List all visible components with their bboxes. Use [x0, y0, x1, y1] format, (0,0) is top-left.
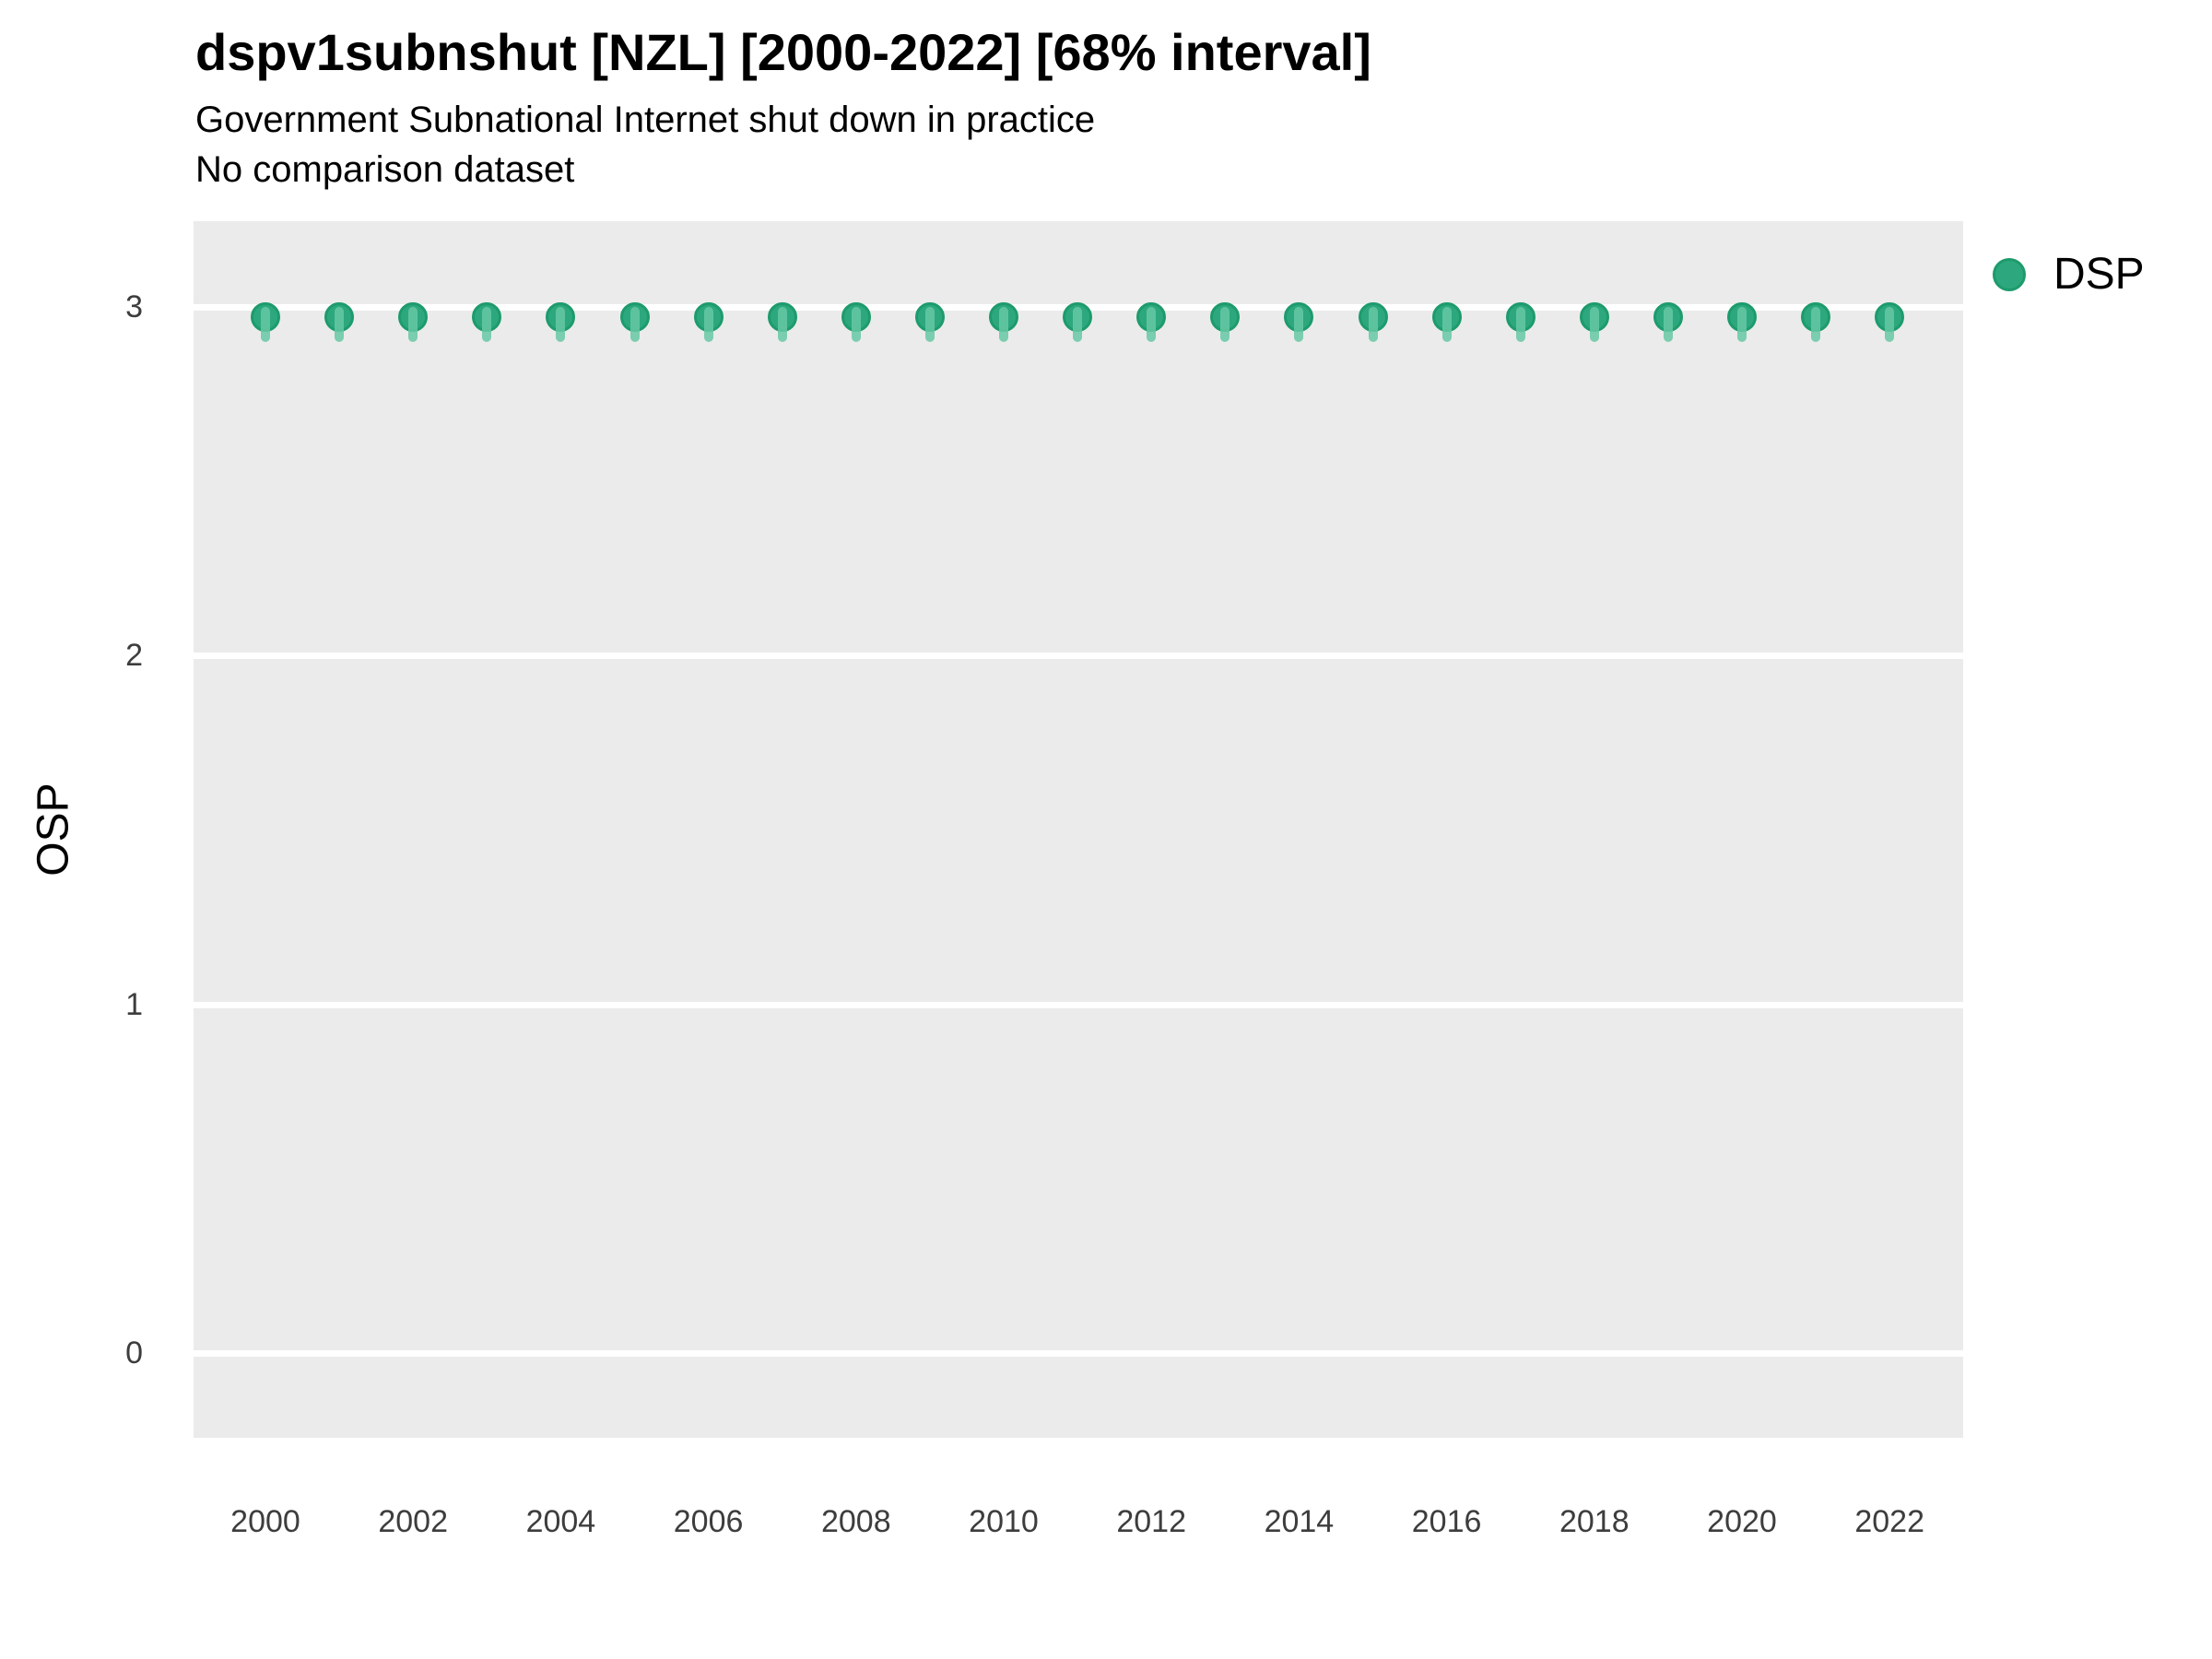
- x-tick-label: 2008: [820, 1504, 891, 1539]
- gridline-y: [194, 653, 1963, 660]
- interval-bar: [1811, 307, 1821, 342]
- chart-subtitle: Government Subnational Internet shut dow…: [195, 100, 1096, 140]
- interval-bar: [1220, 307, 1230, 342]
- x-tick-label: 2012: [1116, 1504, 1187, 1539]
- interval-bar: [1368, 307, 1378, 342]
- interval-bar: [777, 307, 787, 342]
- chart-caption: No comparison dataset: [195, 149, 575, 190]
- x-tick-label: 2014: [1264, 1504, 1335, 1539]
- legend-point-icon: [1993, 257, 2026, 291]
- interval-bar: [408, 307, 418, 342]
- x-tick-label: 2006: [673, 1504, 744, 1539]
- y-tick-label: 3: [125, 289, 143, 324]
- x-tick-label: 2016: [1411, 1504, 1482, 1539]
- interval-bar: [1147, 307, 1157, 342]
- interval-bar: [1885, 307, 1895, 342]
- interval-bar: [261, 307, 270, 342]
- interval-bar: [924, 307, 935, 342]
- y-axis-title: OSP: [29, 782, 78, 877]
- plot-panel: [194, 221, 1963, 1438]
- interval-bar: [999, 307, 1008, 342]
- interval-bar: [1294, 307, 1304, 342]
- interval-bar: [629, 307, 640, 342]
- y-tick-label: 1: [125, 986, 143, 1022]
- interval-bar: [1663, 307, 1673, 342]
- interval-bar: [1515, 307, 1525, 342]
- interval-bar: [1737, 307, 1747, 342]
- x-tick-label: 2020: [1707, 1504, 1777, 1539]
- interval-bar: [1073, 307, 1083, 342]
- interval-bar: [482, 307, 492, 342]
- gridline-y: [194, 1001, 1963, 1008]
- x-tick-label: 2018: [1559, 1504, 1630, 1539]
- legend: DSP: [1993, 249, 2145, 300]
- y-tick-label: 2: [125, 638, 143, 674]
- legend-label: DSP: [2053, 250, 2145, 299]
- interval-bar: [703, 307, 713, 342]
- interval-bar: [1441, 307, 1452, 342]
- y-tick-label: 0: [125, 1335, 143, 1371]
- x-tick-label: 2000: [230, 1504, 300, 1539]
- gridline-y: [194, 1349, 1963, 1357]
- chart-title: dspv1subnshut [NZL] [2000-2022] [68% int…: [195, 23, 1371, 81]
- interval-bar: [851, 307, 861, 342]
- x-tick-label: 2010: [969, 1504, 1039, 1539]
- interval-bar: [1589, 307, 1599, 342]
- x-tick-label: 2022: [1854, 1504, 1925, 1539]
- x-tick-label: 2002: [378, 1504, 449, 1539]
- interval-bar: [556, 307, 566, 342]
- interval-bar: [335, 307, 345, 342]
- x-tick-label: 2004: [525, 1504, 596, 1539]
